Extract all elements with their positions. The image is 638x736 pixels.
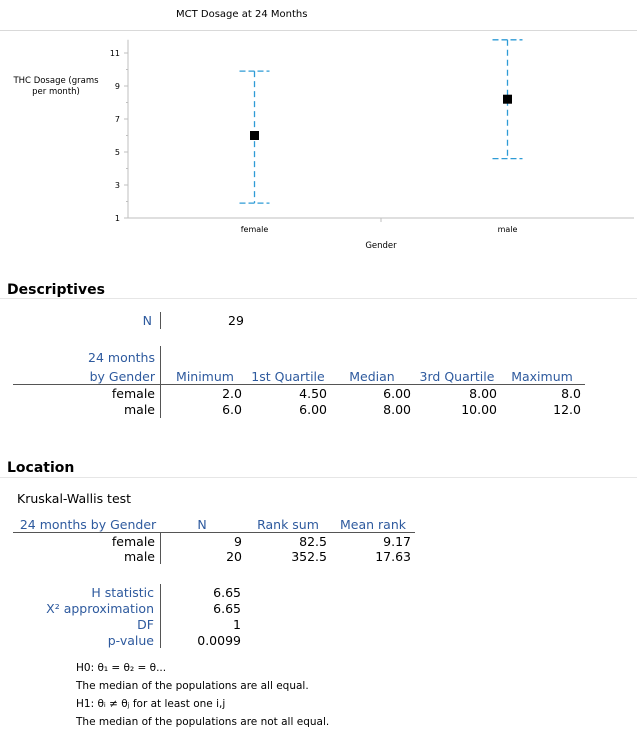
x-tick-label: female xyxy=(241,225,269,234)
descriptives-cell: 8.00 xyxy=(383,402,411,417)
location-col-group: 24 months by Gender xyxy=(19,517,157,532)
chart-plot: 1 3 5 7 9 11 THC Dosage (grams per month) female… xyxy=(12,39,634,251)
descriptives-cell: 10.00 xyxy=(461,402,497,417)
location-col-mean-rank: Mean rank xyxy=(340,517,406,532)
h1-statement: H1: θᵢ ≠ θⱼ for at least one i,j xyxy=(76,698,226,710)
chart-title: MCT Dosage at 24 Months xyxy=(176,9,308,20)
y-tick-label: 1 xyxy=(115,214,120,223)
stat-label: X² approximation xyxy=(46,601,154,616)
stat-value: 1 xyxy=(233,617,241,632)
location-cell: 20 xyxy=(226,549,242,564)
point-female xyxy=(250,131,259,140)
h0-statement: H0: θ₁ = θ₂ = θ... xyxy=(76,662,167,674)
location-row-label: male xyxy=(124,549,155,564)
h0-text: The median of the populations are all eq… xyxy=(76,680,309,692)
test-name: Kruskal-Wallis test xyxy=(17,491,132,506)
x-tick-label: male xyxy=(498,225,518,234)
descriptives-group-label-2: by Gender xyxy=(89,369,155,384)
location-header-rule xyxy=(13,532,415,533)
descriptives-row-label: male xyxy=(124,402,155,417)
stats-divider xyxy=(160,584,161,648)
location-col-n: N xyxy=(197,517,207,532)
y-tick-label: 7 xyxy=(115,115,120,124)
descriptives-cell: 12.0 xyxy=(553,402,581,417)
y-axis-label-line-1: THC Dosage (grams xyxy=(12,76,99,86)
location-cell: 82.5 xyxy=(299,534,327,549)
descriptives-cell: 2.0 xyxy=(222,386,242,401)
descriptives-group-label-1: 24 months xyxy=(88,350,155,365)
descriptives-cell: 6.00 xyxy=(383,386,411,401)
descriptives-col-q3: 3rd Quartile xyxy=(419,369,495,384)
descriptives-cell: 6.00 xyxy=(299,402,327,417)
location-cell: 9 xyxy=(234,534,242,549)
y-axis-label: THC Dosage (grams per month) xyxy=(12,76,99,97)
location-col-rank-sum: Rank sum xyxy=(257,517,319,532)
y-tick-label: 11 xyxy=(110,49,120,58)
descriptives-col-maximum: Maximum xyxy=(511,369,573,384)
stat-label: DF xyxy=(137,617,154,632)
location-cell: 17.63 xyxy=(375,549,411,564)
descriptives-header-rule xyxy=(13,384,585,385)
location-divider xyxy=(0,477,637,478)
location-title: Location xyxy=(7,460,75,476)
stat-value: 6.65 xyxy=(213,585,241,600)
point-male xyxy=(503,94,512,104)
h1-text: The median of the populations are not al… xyxy=(76,716,330,728)
location-row-label: female xyxy=(111,534,155,549)
location-cell: 9.17 xyxy=(383,534,411,549)
descriptives-cell: 8.0 xyxy=(561,386,581,401)
location-cell: 352.5 xyxy=(291,549,327,564)
descriptives-row-divider xyxy=(160,346,161,418)
y-tick-label: 9 xyxy=(115,82,120,91)
stat-label: p-value xyxy=(107,633,154,648)
descriptives-cell: 4.50 xyxy=(299,386,327,401)
descriptives-col-minimum: Minimum xyxy=(176,369,234,384)
descriptives-col-median: Median xyxy=(349,369,395,384)
descriptives-row-label: female xyxy=(111,386,155,401)
descriptives-n-label: N xyxy=(142,313,152,328)
descriptives-cell: 8.00 xyxy=(469,386,497,401)
descriptives-divider xyxy=(0,298,637,299)
location-row-divider xyxy=(160,532,161,564)
stat-value: 6.65 xyxy=(213,601,241,616)
descriptives-n-divider xyxy=(160,312,161,329)
x-axis-label: Gender xyxy=(365,241,397,251)
descriptives-col-q1: 1st Quartile xyxy=(251,369,325,384)
descriptives-cell: 6.0 xyxy=(222,402,242,417)
y-tick-label: 3 xyxy=(115,181,120,190)
chart-frame: 1 3 5 7 9 11 THC Dosage (grams per month) female… xyxy=(0,30,637,263)
y-axis-label-line-2: per month) xyxy=(32,87,80,97)
descriptives-title: Descriptives xyxy=(7,282,105,298)
stat-value: 0.0099 xyxy=(197,633,241,648)
stat-label: H statistic xyxy=(91,585,154,600)
descriptives-n-value: 29 xyxy=(228,313,244,328)
y-tick-label: 5 xyxy=(115,148,120,157)
